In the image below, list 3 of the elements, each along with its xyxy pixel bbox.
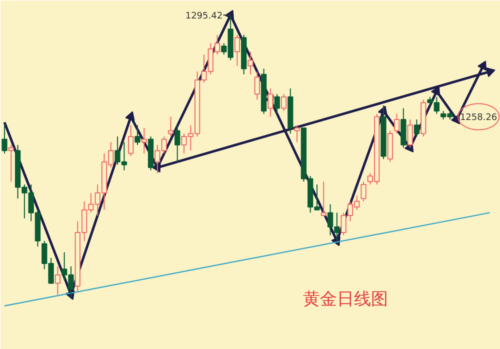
text: 黄金日线图	[303, 290, 388, 310]
annotation: 1295.42	[185, 12, 223, 22]
annotation: 1258.26	[460, 113, 498, 124]
